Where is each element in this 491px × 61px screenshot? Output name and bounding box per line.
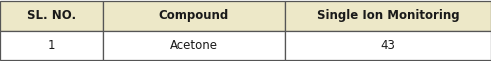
Bar (0, 1, 103, 30)
Bar (103, 1, 285, 30)
Bar (285, 1, 491, 30)
Bar (285, 30, 491, 60)
Bar (0, 30, 103, 60)
Text: Compound: Compound (159, 9, 229, 22)
Bar (103, 30, 285, 60)
Text: 1: 1 (48, 39, 55, 52)
Text: Acetone: Acetone (170, 39, 218, 52)
Text: Single Ion Monitoring: Single Ion Monitoring (317, 9, 459, 22)
Text: SL. NO.: SL. NO. (27, 9, 76, 22)
Text: 43: 43 (381, 39, 395, 52)
